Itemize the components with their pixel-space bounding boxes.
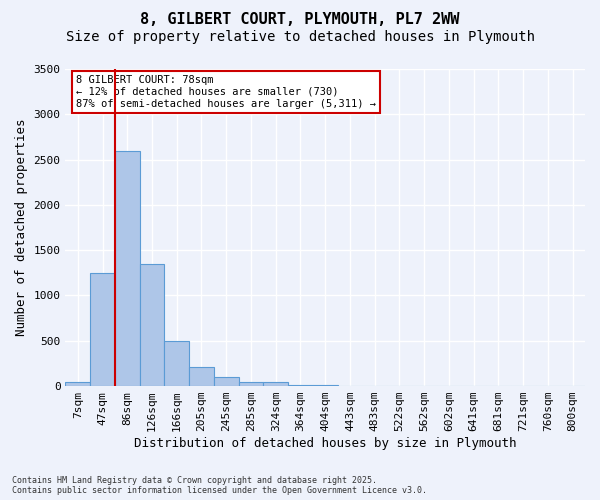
X-axis label: Distribution of detached houses by size in Plymouth: Distribution of detached houses by size … [134, 437, 517, 450]
Bar [189, 367, 214, 386]
Bar [288, 384, 313, 386]
Bar [214, 377, 239, 386]
Text: 8 GILBERT COURT: 78sqm
← 12% of detached houses are smaller (730)
87% of semi-de: 8 GILBERT COURT: 78sqm ← 12% of detached… [76, 76, 376, 108]
Bar [65, 382, 90, 386]
Bar [263, 382, 288, 386]
Text: 8, GILBERT COURT, PLYMOUTH, PL7 2WW: 8, GILBERT COURT, PLYMOUTH, PL7 2WW [140, 12, 460, 28]
Bar [239, 382, 263, 386]
Y-axis label: Number of detached properties: Number of detached properties [15, 119, 28, 336]
Text: Size of property relative to detached houses in Plymouth: Size of property relative to detached ho… [65, 30, 535, 44]
Text: Contains HM Land Registry data © Crown copyright and database right 2025.
Contai: Contains HM Land Registry data © Crown c… [12, 476, 427, 495]
Bar [140, 264, 164, 386]
Bar [90, 273, 115, 386]
Bar [115, 150, 140, 386]
Bar [313, 385, 338, 386]
Bar [164, 341, 189, 386]
